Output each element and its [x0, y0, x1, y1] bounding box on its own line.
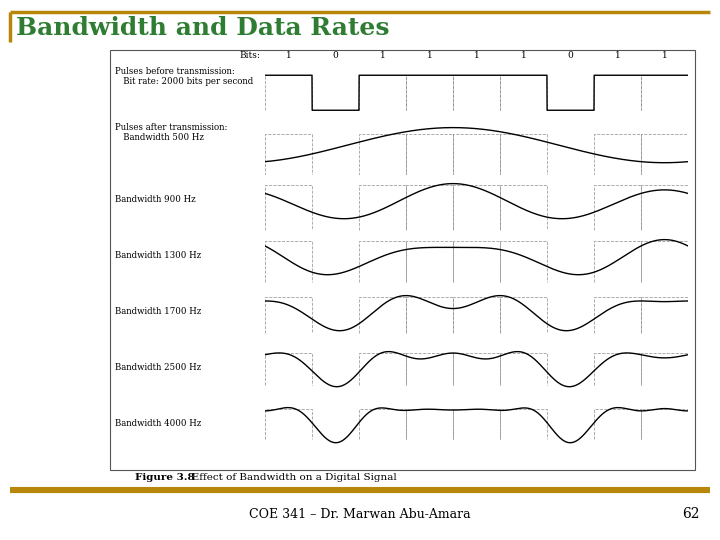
Text: 0: 0 [333, 51, 338, 60]
Text: Bits:: Bits: [239, 51, 260, 60]
Text: Bandwidth 2500 Hz: Bandwidth 2500 Hz [115, 363, 202, 373]
Text: Bandwidth 500 Hz: Bandwidth 500 Hz [115, 133, 204, 142]
Text: 1: 1 [379, 51, 385, 60]
Text: 0: 0 [567, 51, 573, 60]
Text: Bandwidth and Data Rates: Bandwidth and Data Rates [16, 16, 390, 40]
Text: Bandwidth 900 Hz: Bandwidth 900 Hz [115, 195, 196, 205]
Text: Pulses after transmission:: Pulses after transmission: [115, 123, 228, 132]
Text: Bandwidth 4000 Hz: Bandwidth 4000 Hz [115, 420, 202, 429]
Text: 62: 62 [683, 507, 700, 521]
Text: COE 341 – Dr. Marwan Abu-Amara: COE 341 – Dr. Marwan Abu-Amara [249, 508, 471, 521]
Text: 1: 1 [662, 51, 667, 60]
Text: Pulses before transmission:: Pulses before transmission: [115, 67, 235, 76]
Text: Bandwidth 1700 Hz: Bandwidth 1700 Hz [115, 307, 202, 316]
Text: 1: 1 [286, 51, 292, 60]
Text: 1: 1 [615, 51, 621, 60]
Text: Bit rate: 2000 bits per second: Bit rate: 2000 bits per second [115, 77, 253, 86]
Text: Figure 3.8: Figure 3.8 [135, 474, 194, 483]
Text: 1: 1 [521, 51, 526, 60]
Text: 1: 1 [474, 51, 480, 60]
Text: 1: 1 [427, 51, 433, 60]
Text: Effect of Bandwidth on a Digital Signal: Effect of Bandwidth on a Digital Signal [182, 474, 397, 483]
Text: Bandwidth 1300 Hz: Bandwidth 1300 Hz [115, 252, 202, 260]
Bar [110, 50, 695, 470]
